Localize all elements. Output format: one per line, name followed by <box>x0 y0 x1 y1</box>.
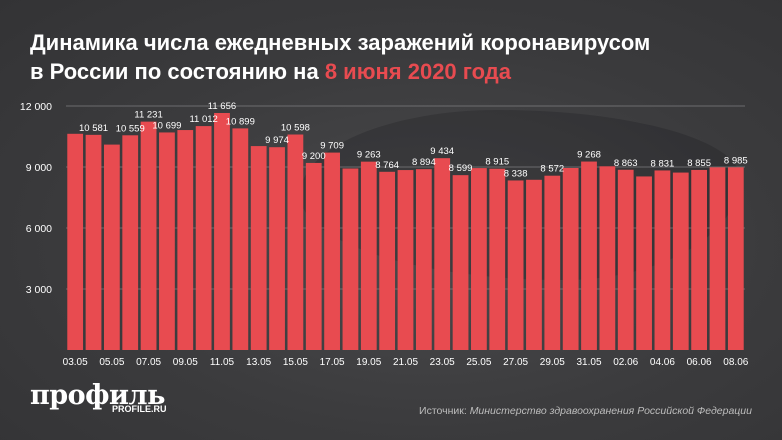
data-label: 11 012 <box>189 114 217 125</box>
profil-logo: профиль <box>30 380 165 411</box>
bar <box>287 134 304 350</box>
data-label: 8 855 <box>687 158 711 169</box>
data-label: 8 338 <box>504 168 528 179</box>
bar <box>581 161 597 350</box>
bar <box>452 175 469 350</box>
data-label: 9 263 <box>357 150 381 161</box>
x-tick-label: 23.05 <box>430 357 455 368</box>
y-tick-label: 6 000 <box>26 223 52 235</box>
bar <box>342 168 359 350</box>
bar <box>103 144 120 350</box>
data-label: 10 581 <box>79 123 108 134</box>
bar <box>360 161 377 350</box>
title-date-accent: 8 июня 2020 года <box>324 59 512 84</box>
bar <box>617 169 634 350</box>
x-tick-label: 06.06 <box>687 357 712 368</box>
data-label: 9 709 <box>320 141 344 152</box>
bar <box>85 134 102 350</box>
bar <box>122 135 139 350</box>
bar <box>526 179 542 350</box>
bar <box>672 172 689 350</box>
x-tick-label: 13.05 <box>246 357 271 368</box>
profile-ru-site: PROFILE.RU <box>112 404 167 414</box>
bar <box>599 166 616 350</box>
bar <box>67 133 84 350</box>
x-tick-label: 29.05 <box>540 357 565 368</box>
bar <box>709 167 726 350</box>
data-label: 10 899 <box>226 116 255 127</box>
data-label: 8 915 <box>485 157 509 168</box>
x-tick-label: 05.05 <box>99 357 124 368</box>
data-label: 9 268 <box>577 150 601 161</box>
y-tick-label: 9 000 <box>26 162 52 174</box>
x-tick-label: 15.05 <box>283 357 308 368</box>
x-tick-label: 11.05 <box>210 357 235 368</box>
source-text: Министерство здравоохранения Российской … <box>469 405 752 417</box>
y-tick-label: 12 000 <box>20 101 52 113</box>
bar <box>544 175 561 350</box>
data-label: 8 894 <box>412 157 436 168</box>
data-label: 8 831 <box>651 158 675 169</box>
bar <box>140 121 157 351</box>
x-tick-label: 09.05 <box>173 357 198 368</box>
bar <box>159 132 175 350</box>
bar <box>397 170 414 350</box>
bar <box>691 169 708 350</box>
bar <box>269 147 285 350</box>
bar <box>195 126 212 351</box>
x-tick-label: 03.05 <box>63 357 88 368</box>
bar <box>489 168 506 350</box>
bar <box>305 162 322 350</box>
data-label: 8 863 <box>614 158 638 169</box>
bar <box>471 168 487 350</box>
bar <box>232 128 249 350</box>
data-label: 9 434 <box>430 146 454 157</box>
bar <box>177 130 194 350</box>
bar <box>250 146 267 350</box>
data-label: 9 974 <box>265 135 289 146</box>
source-note: Источник: Министерство здравоохранения Р… <box>419 405 752 417</box>
data-label: 10 598 <box>281 123 310 134</box>
title-line-1: Динамика числа ежедневных заражений коро… <box>30 30 651 55</box>
bar <box>727 167 744 350</box>
data-label: 11 656 <box>208 101 236 112</box>
title-line-2: в России по состоянию на 8 июня 2020 год… <box>30 57 770 86</box>
x-tick-label: 04.06 <box>650 357 675 368</box>
bar <box>507 180 524 350</box>
data-label: 9 200 <box>302 151 326 162</box>
x-tick-label: 31.05 <box>576 357 601 368</box>
x-tick-label: 08.06 <box>723 357 748 368</box>
x-tick-label: 27.05 <box>503 357 528 368</box>
data-label: 8 985 <box>724 155 748 166</box>
x-tick-label: 21.05 <box>393 357 418 368</box>
bar <box>636 176 652 350</box>
data-label: 8 599 <box>449 163 473 174</box>
bar <box>434 158 451 350</box>
bar <box>324 152 340 350</box>
x-tick-label: 07.05 <box>136 357 161 368</box>
x-tick-label: 17.05 <box>320 357 345 368</box>
x-tick-label: 25.05 <box>466 357 491 368</box>
x-tick-label: 02.06 <box>613 357 638 368</box>
data-label: 11 231 <box>134 110 162 121</box>
chart-title: Динамика числа ежедневных заражений коро… <box>30 28 770 86</box>
bar <box>415 169 432 350</box>
bar <box>379 171 396 350</box>
bar <box>654 170 671 350</box>
x-tick-label: 19.05 <box>356 357 381 368</box>
title-line-2-prefix: в России по состоянию на <box>30 59 325 84</box>
bar <box>562 167 579 350</box>
data-label: 8 764 <box>375 160 399 171</box>
bar <box>214 112 230 351</box>
data-label: 8 572 <box>540 164 564 175</box>
data-label: 10 699 <box>152 120 181 131</box>
data-label: 10 559 <box>116 123 145 134</box>
y-tick-label: 3 000 <box>26 284 52 296</box>
source-prefix: Источник: <box>419 405 470 417</box>
